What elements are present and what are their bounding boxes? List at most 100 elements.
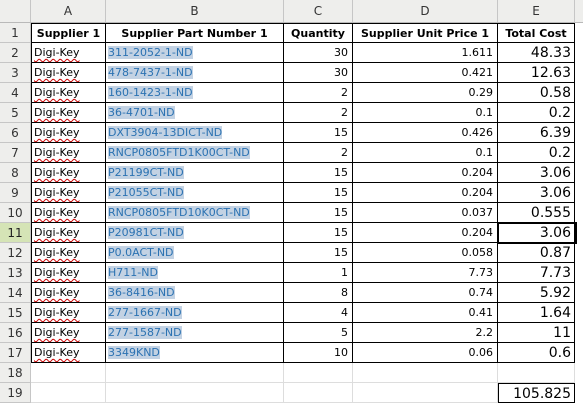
total-cost-cell[interactable]: 3.06 xyxy=(498,183,575,203)
row-header[interactable]: 12 xyxy=(0,243,31,263)
unit-price-cell[interactable]: 0.204 xyxy=(353,163,498,183)
unit-price-cell[interactable]: 0.058 xyxy=(353,243,498,263)
row-header[interactable]: 18 xyxy=(0,363,31,383)
row-header[interactable]: 16 xyxy=(0,323,31,343)
total-cost-cell[interactable]: 12.63 xyxy=(498,63,575,83)
total-cost-cell[interactable]: 3.06 xyxy=(498,223,575,243)
quantity-cell[interactable]: 10 xyxy=(284,343,353,363)
part-number-cell[interactable]: P21055CT-ND xyxy=(106,183,284,203)
part-number-cell[interactable]: 311-2052-1-ND xyxy=(106,43,284,63)
total-cost-cell[interactable]: 0.58 xyxy=(498,83,575,103)
row-header[interactable]: 9 xyxy=(0,183,31,203)
supplier-cell[interactable]: Digi-Key xyxy=(31,63,106,83)
cell[interactable] xyxy=(31,363,106,383)
row-header[interactable]: 19 xyxy=(0,383,31,403)
supplier-cell[interactable]: Digi-Key xyxy=(31,123,106,143)
unit-price-cell[interactable]: 0.1 xyxy=(353,143,498,163)
part-number-cell[interactable]: RNCP0805FTD10K0CT-ND xyxy=(106,203,284,223)
row-header[interactable]: 3 xyxy=(0,63,31,83)
supplier-cell[interactable]: Digi-Key xyxy=(31,303,106,323)
unit-price-cell[interactable]: 0.421 xyxy=(353,63,498,83)
quantity-cell[interactable]: 1 xyxy=(284,263,353,283)
row-header[interactable]: 1 xyxy=(0,23,31,43)
quantity-cell[interactable]: 15 xyxy=(284,243,353,263)
supplier-cell[interactable]: Digi-Key xyxy=(31,343,106,363)
row-header[interactable]: 14 xyxy=(0,283,31,303)
quantity-cell[interactable]: 4 xyxy=(284,303,353,323)
header-unit-price[interactable]: Supplier Unit Price 1 xyxy=(353,23,498,43)
column-header-e[interactable]: E xyxy=(498,0,575,22)
part-number-cell[interactable]: P20981CT-ND xyxy=(106,223,284,243)
unit-price-cell[interactable]: 0.204 xyxy=(353,223,498,243)
select-all-corner[interactable] xyxy=(0,0,31,22)
header-total-cost[interactable]: Total Cost xyxy=(498,23,575,43)
row-header[interactable]: 8 xyxy=(0,163,31,183)
quantity-cell[interactable]: 15 xyxy=(284,183,353,203)
part-number-cell[interactable]: P21199CT-ND xyxy=(106,163,284,183)
header-part-number[interactable]: Supplier Part Number 1 xyxy=(106,23,284,43)
unit-price-cell[interactable]: 2.2 xyxy=(353,323,498,343)
quantity-cell[interactable]: 15 xyxy=(284,123,353,143)
column-header-a[interactable]: A xyxy=(31,0,106,22)
row-header[interactable]: 4 xyxy=(0,83,31,103)
column-header-c[interactable]: C xyxy=(284,0,353,22)
row-header[interactable]: 7 xyxy=(0,143,31,163)
quantity-cell[interactable]: 5 xyxy=(284,323,353,343)
row-header[interactable]: 17 xyxy=(0,343,31,363)
cell[interactable] xyxy=(31,383,106,403)
cell[interactable] xyxy=(284,383,353,403)
part-number-cell[interactable]: P0.0ACT-ND xyxy=(106,243,284,263)
unit-price-cell[interactable]: 0.06 xyxy=(353,343,498,363)
total-cost-cell[interactable]: 11 xyxy=(498,323,575,343)
row-header[interactable]: 6 xyxy=(0,123,31,143)
unit-price-cell[interactable]: 0.29 xyxy=(353,83,498,103)
row-header[interactable]: 15 xyxy=(0,303,31,323)
quantity-cell[interactable]: 15 xyxy=(284,223,353,243)
quantity-cell[interactable]: 15 xyxy=(284,163,353,183)
supplier-cell[interactable]: Digi-Key xyxy=(31,103,106,123)
header-quantity[interactable]: Quantity xyxy=(284,23,353,43)
total-cost-cell[interactable]: 5.92 xyxy=(498,283,575,303)
unit-price-cell[interactable]: 0.1 xyxy=(353,103,498,123)
total-cost-cell[interactable]: 0.555 xyxy=(498,203,575,223)
row-header[interactable]: 10 xyxy=(0,203,31,223)
supplier-cell[interactable]: Digi-Key xyxy=(31,163,106,183)
supplier-cell[interactable]: Digi-Key xyxy=(31,183,106,203)
total-cost-cell[interactable]: 7.73 xyxy=(498,263,575,283)
part-number-cell[interactable]: 277-1667-ND xyxy=(106,303,284,323)
unit-price-cell[interactable]: 0.426 xyxy=(353,123,498,143)
cell[interactable] xyxy=(353,363,498,383)
row-header[interactable]: 2 xyxy=(0,43,31,63)
quantity-cell[interactable]: 2 xyxy=(284,83,353,103)
quantity-cell[interactable]: 8 xyxy=(284,283,353,303)
quantity-cell[interactable]: 30 xyxy=(284,63,353,83)
total-cost-cell[interactable]: 0.2 xyxy=(498,143,575,163)
grand-total-cell[interactable]: 105.825 xyxy=(498,383,575,403)
unit-price-cell[interactable]: 1.611 xyxy=(353,43,498,63)
quantity-cell[interactable]: 2 xyxy=(284,103,353,123)
part-number-cell[interactable]: 277-1587-ND xyxy=(106,323,284,343)
part-number-cell[interactable]: 478-7437-1-ND xyxy=(106,63,284,83)
supplier-cell[interactable]: Digi-Key xyxy=(31,43,106,63)
part-number-cell[interactable]: 36-8416-ND xyxy=(106,283,284,303)
row-header[interactable]: 13 xyxy=(0,263,31,283)
supplier-cell[interactable]: Digi-Key xyxy=(31,323,106,343)
column-header-d[interactable]: D xyxy=(353,0,498,22)
total-cost-cell[interactable]: 1.64 xyxy=(498,303,575,323)
unit-price-cell[interactable]: 0.74 xyxy=(353,283,498,303)
supplier-cell[interactable]: Digi-Key xyxy=(31,243,106,263)
supplier-cell[interactable]: Digi-Key xyxy=(31,143,106,163)
unit-price-cell[interactable]: 0.037 xyxy=(353,203,498,223)
cell[interactable] xyxy=(106,363,284,383)
supplier-cell[interactable]: Digi-Key xyxy=(31,263,106,283)
total-cost-cell[interactable]: 3.06 xyxy=(498,163,575,183)
part-number-cell[interactable]: DXT3904-13DICT-ND xyxy=(106,123,284,143)
row-header[interactable]: 11 xyxy=(0,223,31,243)
total-cost-cell[interactable]: 48.33 xyxy=(498,43,575,63)
part-number-cell[interactable]: RNCP0805FTD1K00CT-ND xyxy=(106,143,284,163)
cell[interactable] xyxy=(106,383,284,403)
column-header-b[interactable]: B xyxy=(106,0,284,22)
part-number-cell[interactable]: 36-4701-ND xyxy=(106,103,284,123)
header-supplier[interactable]: Supplier 1 xyxy=(31,23,106,43)
